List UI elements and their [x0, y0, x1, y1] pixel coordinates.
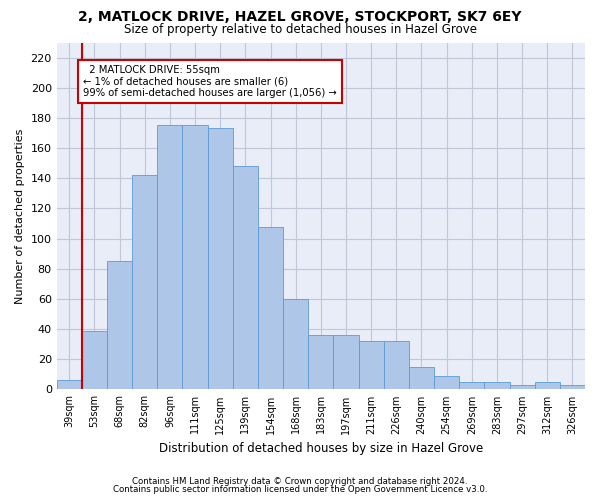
Bar [132, 175, 157, 390]
Bar [308, 335, 334, 390]
Bar [258, 226, 283, 390]
Bar [409, 367, 434, 390]
Bar [283, 299, 308, 390]
Bar [459, 382, 484, 390]
X-axis label: Distribution of detached houses by size in Hazel Grove: Distribution of detached houses by size … [159, 442, 483, 455]
Text: Size of property relative to detached houses in Hazel Grove: Size of property relative to detached ho… [124, 22, 476, 36]
Text: Contains public sector information licensed under the Open Government Licence v3: Contains public sector information licen… [113, 485, 487, 494]
Y-axis label: Number of detached properties: Number of detached properties [15, 128, 25, 304]
Bar [182, 126, 208, 390]
Bar [233, 166, 258, 390]
Bar [157, 126, 182, 390]
Bar [509, 385, 535, 390]
Bar [560, 385, 585, 390]
Text: 2, MATLOCK DRIVE, HAZEL GROVE, STOCKPORT, SK7 6EY: 2, MATLOCK DRIVE, HAZEL GROVE, STOCKPORT… [78, 10, 522, 24]
Bar [535, 382, 560, 390]
Bar [56, 380, 82, 390]
Bar [359, 341, 384, 390]
Bar [107, 261, 132, 390]
Text: 2 MATLOCK DRIVE: 55sqm
← 1% of detached houses are smaller (6)
99% of semi-detac: 2 MATLOCK DRIVE: 55sqm ← 1% of detached … [83, 65, 337, 98]
Bar [434, 376, 459, 390]
Bar [208, 128, 233, 390]
Bar [82, 330, 107, 390]
Bar [384, 341, 409, 390]
Bar [484, 382, 509, 390]
Text: Contains HM Land Registry data © Crown copyright and database right 2024.: Contains HM Land Registry data © Crown c… [132, 477, 468, 486]
Bar [334, 335, 359, 390]
